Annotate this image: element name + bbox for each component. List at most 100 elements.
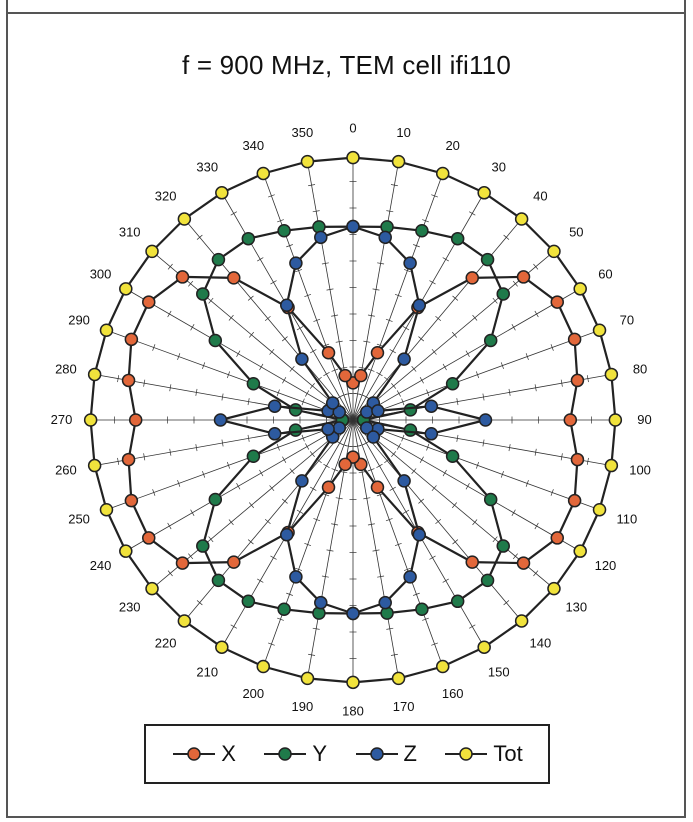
spoke-tick xyxy=(281,498,288,504)
point-z-80 xyxy=(424,399,439,413)
spoke-tick xyxy=(376,372,383,377)
spoke-tick xyxy=(230,624,237,629)
spoke-tick xyxy=(511,324,516,331)
spoke-tick xyxy=(230,211,237,216)
spoke-tick xyxy=(167,263,173,270)
spoke-tick xyxy=(389,486,396,491)
spoke-tick xyxy=(195,444,198,452)
angle-label-280: 280 xyxy=(55,361,77,376)
angle-label-30: 30 xyxy=(492,160,506,175)
angle-label-260: 260 xyxy=(55,463,77,478)
spoke-tick xyxy=(321,575,329,578)
point-y-210 xyxy=(241,594,256,609)
point-tot-300 xyxy=(119,282,133,296)
spoke-tick xyxy=(295,567,303,571)
spoke-tick xyxy=(508,444,511,452)
point-y-50 xyxy=(496,287,510,301)
spoke-tick xyxy=(247,434,250,442)
point-y-150 xyxy=(450,594,465,609)
point-x-290 xyxy=(124,332,139,347)
point-y-40 xyxy=(480,252,495,267)
legend-label-x: X xyxy=(221,741,236,766)
spoke-tick xyxy=(465,350,470,357)
spoke-tick xyxy=(435,518,442,525)
legend-label-y: Y xyxy=(312,741,328,766)
spoke-tick xyxy=(385,318,393,322)
spoke-tick xyxy=(456,398,459,406)
point-y-230 xyxy=(196,539,210,553)
spoke-tick xyxy=(221,393,224,401)
spoke-tick xyxy=(326,288,334,291)
top-border xyxy=(6,0,686,14)
point-z-140 xyxy=(397,474,411,488)
spoke-tick xyxy=(396,443,401,450)
point-x-120 xyxy=(550,531,565,545)
spoke-tick xyxy=(331,314,339,317)
spoke-tick xyxy=(259,469,264,477)
spoke-tick xyxy=(323,463,330,468)
spoke-tick xyxy=(308,653,316,656)
spoke-tick xyxy=(248,502,255,509)
point-tot-180 xyxy=(346,675,360,690)
point-x-270 xyxy=(128,413,143,427)
spoke-tick xyxy=(452,295,459,301)
angle-label-100: 100 xyxy=(629,463,651,478)
point-y-260 xyxy=(288,423,303,437)
angle-label-200: 200 xyxy=(242,686,264,701)
spoke-tick xyxy=(247,539,254,545)
chart-title: f = 900 MHz, TEM cell ifi110 xyxy=(181,50,512,80)
spoke-tick xyxy=(390,184,398,187)
spoke-tick xyxy=(367,368,375,372)
point-tot-30 xyxy=(477,186,491,200)
spoke-tick xyxy=(117,457,120,465)
spoke-tick xyxy=(456,434,459,442)
spoke-tick xyxy=(394,542,402,547)
spoke-tick xyxy=(340,471,348,474)
angle-label-250: 250 xyxy=(68,512,90,527)
spoke-tick xyxy=(228,314,234,321)
spoke-tick xyxy=(525,480,529,487)
legend: X Y Z Tot xyxy=(144,724,550,784)
spoke-tick xyxy=(363,497,371,500)
angle-label-120: 120 xyxy=(595,558,617,573)
angle-label-20: 20 xyxy=(445,138,459,153)
spoke-tick xyxy=(313,518,321,522)
point-tot-250 xyxy=(99,502,114,517)
angle-label-180: 180 xyxy=(342,704,364,719)
spoke-tick xyxy=(550,489,554,496)
point-tot-10 xyxy=(391,154,406,169)
point-z-60 xyxy=(360,405,374,419)
point-y-240 xyxy=(208,492,223,507)
spoke-tick xyxy=(202,470,206,478)
angle-label-240: 240 xyxy=(90,558,112,573)
spoke-tick xyxy=(309,451,315,457)
spoke-tick xyxy=(282,377,287,384)
legend-item-y: Y xyxy=(262,741,327,767)
spoke-tick xyxy=(269,485,275,492)
point-z-300 xyxy=(332,405,346,419)
spoke-tick xyxy=(482,393,485,401)
spoke-tick xyxy=(503,600,510,606)
spoke-tick xyxy=(331,368,339,372)
legend-item-tot: Tot xyxy=(443,741,523,767)
spoke-tick xyxy=(358,366,366,369)
point-x-310 xyxy=(175,270,190,284)
spoke-tick xyxy=(196,600,203,606)
spoke-tick xyxy=(221,439,224,447)
spoke-tick xyxy=(431,194,438,198)
spoke-tick xyxy=(257,257,264,262)
legend-swatch-tot xyxy=(445,747,488,761)
spoke-tick xyxy=(429,280,436,285)
spoke-tick xyxy=(167,522,172,530)
angle-label-290: 290 xyxy=(68,312,90,327)
point-y-60 xyxy=(483,333,498,348)
point-z-0 xyxy=(346,219,360,234)
spoke-tick xyxy=(282,456,287,463)
spoke-tick xyxy=(177,480,181,487)
point-z-200 xyxy=(289,570,303,584)
point-y-330 xyxy=(241,231,256,246)
spoke-tick xyxy=(208,536,214,543)
series-layer xyxy=(83,150,623,690)
spoke-tick xyxy=(289,365,295,372)
